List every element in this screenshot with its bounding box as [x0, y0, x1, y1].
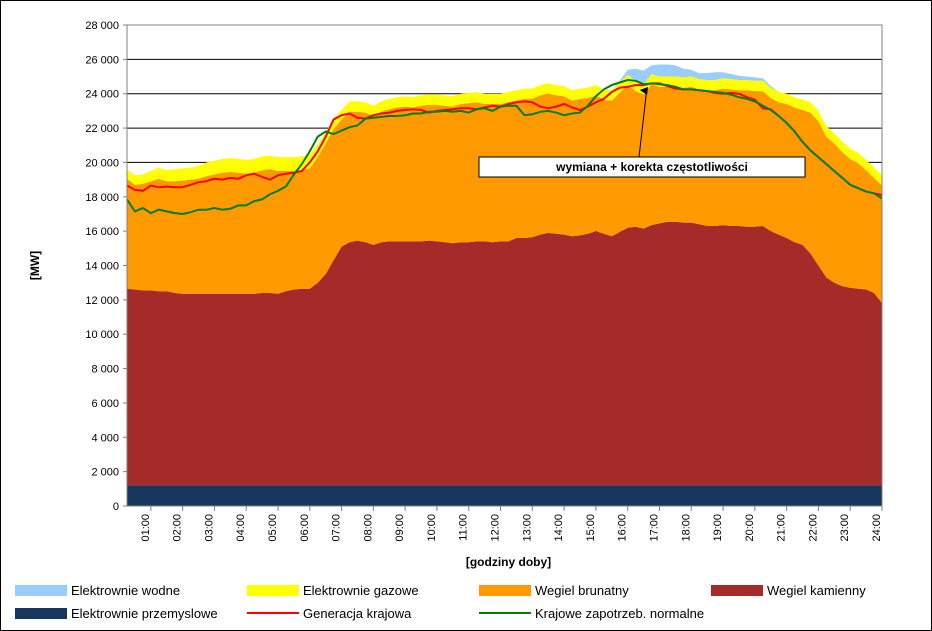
legend-item-elektrownie-gazowe: Elektrownie gazowe [247, 581, 419, 599]
x-tick-label: 08:00 [362, 514, 374, 542]
y-tick-label: 10 000 [85, 329, 119, 341]
legend-line-swatch [247, 612, 299, 614]
x-tick-label: 09:00 [394, 514, 406, 542]
x-tick-label: 12:00 [490, 514, 502, 542]
legend-item-wegiel-kamienny: Wegiel kamienny [711, 581, 866, 599]
plot-border [126, 24, 883, 507]
x-axis-title: [godziny doby] [466, 555, 551, 569]
x-tick-label: 15:00 [585, 514, 597, 542]
x-tick-label: 05:00 [267, 514, 279, 542]
legend-swatch [711, 584, 763, 596]
x-tick-label: 13:00 [521, 514, 533, 542]
y-tick-label: 22 000 [85, 123, 119, 135]
x-tick-label: 04:00 [235, 514, 247, 542]
y-tick-label: 18 000 [85, 192, 119, 204]
x-tick-label: 24:00 [871, 514, 883, 542]
x-tick-label: 21:00 [776, 514, 788, 542]
y-tick-label: 0 [113, 501, 119, 513]
legend-item-generacja-krajowa: Generacja krajowa [247, 604, 411, 622]
legend-swatch [15, 607, 67, 619]
y-tick-label: 28 000 [85, 20, 119, 32]
annotation-box [478, 156, 806, 178]
legend-item-krajowe-zapotrzeb: Krajowe zapotrzeb. normalne [479, 604, 704, 622]
legend-item-elektrownie-przemyslowe: Elektrownie przemyslowe [15, 604, 218, 622]
legend-item-elektrownie-wodne: Elektrownie wodne [15, 581, 180, 599]
y-tick-label: 2 000 [91, 467, 119, 479]
x-axis-ticks: 01:00 02:00 03:00 04:00 05:00 06:00 07:00 08:00… [140, 506, 883, 542]
y-tick-label: 16 000 [85, 226, 119, 238]
area-wegiel-kamienny [127, 221, 882, 486]
legend-label: Generacja krajowa [303, 605, 412, 621]
legend-label: Wegiel brunatny [535, 582, 629, 598]
legend-swatch [15, 584, 67, 596]
y-tick-label: 8 000 [91, 364, 119, 376]
y-tick-label: 4 000 [91, 432, 119, 444]
x-tick-label: 06:00 [299, 514, 311, 542]
stacked-areas [127, 64, 882, 506]
y-axis-title: [MW] [28, 251, 42, 280]
annotation-arrow [638, 86, 649, 158]
annotation: wymiana + korekta częstotliwości [478, 86, 806, 178]
x-tick-label: 17:00 [648, 514, 660, 542]
y-tick-label: 26 000 [85, 54, 119, 66]
x-tick-label: 19:00 [712, 514, 724, 542]
x-tick-label: 07:00 [331, 514, 343, 542]
x-tick-label: 03:00 [203, 514, 215, 542]
legend-swatch [247, 584, 299, 596]
x-tick-label: 20:00 [744, 514, 756, 542]
legend-label: Elektrownie gazowe [303, 582, 419, 598]
y-axis-ticks: 0 2 000 4 000 6 000 8 000 10 000 12 000 14 000 1… [85, 20, 127, 513]
x-tick-label: 01:00 [140, 514, 152, 542]
legend-swatch [479, 584, 531, 596]
legend-label: Elektrownie wodne [71, 582, 181, 598]
x-tick-label: 23:00 [839, 514, 851, 542]
legend-label: Elektrownie przemyslowe [71, 605, 218, 621]
area-wegiel-brunatny [127, 84, 882, 304]
x-tick-label: 10:00 [426, 514, 438, 542]
y-tick-label: 6 000 [91, 398, 119, 410]
legend-label: Wegiel kamienny [767, 582, 866, 598]
chart-svg: 0 2 000 4 000 6 000 8 000 10 000 12 000 14 000 1… [28, 20, 883, 569]
annotation-text: wymiana + korekta częstotliwości [555, 160, 748, 174]
legend: Elektrownie wodne Elektrownie gazowe Weg… [1, 577, 931, 627]
line-krajowe-zapotrzeb-normalne [126, 78, 883, 216]
y-tick-label: 12 000 [85, 295, 119, 307]
x-tick-label: 22:00 [807, 514, 819, 542]
x-tick-label: 18:00 [680, 514, 692, 542]
y-tick-label: 20 000 [85, 157, 119, 169]
x-tick-label: 02:00 [172, 514, 184, 542]
area-elektrownie-przemyslowe [127, 485, 882, 506]
y-tick-label: 14 000 [85, 261, 119, 273]
x-tick-label: 11:00 [458, 514, 470, 541]
series-lines [126, 78, 883, 216]
legend-line-swatch [479, 612, 531, 614]
y-tick-label: 24 000 [85, 89, 119, 101]
legend-label: Krajowe zapotrzeb. normalne [535, 605, 705, 621]
area-elektrownie-gazowe [127, 74, 882, 186]
x-tick-label: 16:00 [617, 514, 629, 542]
legend-item-wegiel-brunatny: Wegiel brunatny [479, 581, 629, 599]
x-tick-label: 14:00 [553, 514, 565, 542]
